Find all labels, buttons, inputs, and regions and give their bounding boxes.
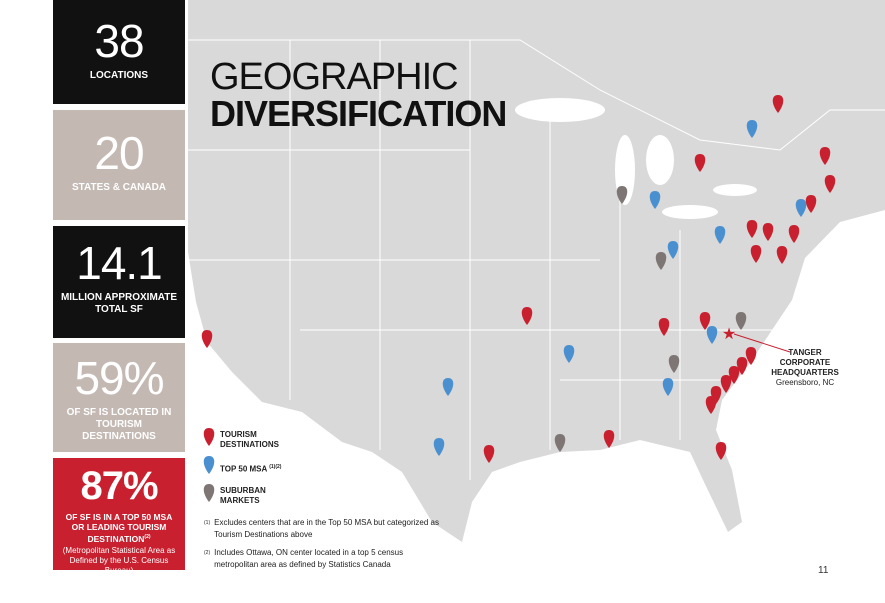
- footnote-text: Includes Ottawa, ON center located in a …: [214, 548, 404, 569]
- title-line: GEOGRAPHIC: [210, 56, 459, 98]
- callout: TANGER CORPORATE HEADQUARTERS Greensboro,…: [770, 348, 840, 387]
- stat-value: 87%: [80, 464, 158, 508]
- hq-star: ★: [722, 326, 736, 343]
- legend-label: SUBURBAN MARKETS: [220, 486, 266, 505]
- stat-value: 14.1: [76, 237, 163, 289]
- legend-sup: (1)(2): [269, 464, 282, 470]
- title-line: DIVERSIFICATION: [210, 93, 507, 134]
- stat-box: 38 LOCATIONS: [53, 0, 185, 104]
- stat-label: LOCATIONS: [59, 70, 179, 82]
- stat-box: 14.1 MILLION APPROXIMATE TOTAL SF: [53, 226, 185, 338]
- footnote: (1) Excludes centers that are in the Top …: [204, 517, 444, 541]
- footnote-mark: (1): [204, 520, 211, 526]
- legend-label: TOURISM DESTINATIONS: [220, 430, 279, 449]
- stat-box: 59% OF SF IS LOCATED IN TOURISM DESTINATI…: [53, 343, 185, 452]
- stat-label: MILLION APPROXIMATE TOTAL SF: [59, 292, 179, 316]
- stat-value: 20: [94, 127, 144, 179]
- footnote-mark: (2): [204, 550, 211, 556]
- stat-box: 87% OF SF IS IN A TOP 50 MSA OR LEADING T…: [53, 458, 185, 575]
- stat-label-text: OF SF IS LOCATED IN TOURISM DESTINATIONS: [66, 407, 172, 442]
- callout-line: [733, 333, 791, 353]
- footnote-text: Excludes centers that are in the Top 50 …: [214, 518, 439, 539]
- stat-label: OF SF IS IN A TOP 50 MSA OR LEADING TOUR…: [59, 512, 179, 544]
- title: GEOGRAPHIC DIVERSIFICATION: [210, 56, 507, 134]
- stat-value: 38: [94, 15, 144, 67]
- page-number: 11: [818, 565, 829, 576]
- legend-label: TOP 50 MSA: [220, 464, 267, 474]
- legend-item: TOURISM DESTINATIONS: [220, 430, 290, 450]
- stat-value: 59%: [74, 352, 164, 404]
- stat-label-text: STATES & CANADA: [71, 182, 167, 193]
- stat-label: STATES & CANADA: [59, 182, 179, 194]
- legend-item: SUBURBAN MARKETS: [220, 486, 290, 506]
- stat-note: (Metropolitan Statistical Area as Define…: [62, 545, 176, 575]
- stat-sup: (2): [144, 534, 151, 540]
- borders: [188, 39, 885, 480]
- footnote: (2) Includes Ottawa, ON center located in…: [204, 547, 444, 571]
- stat-box: 20 STATES & CANADA: [53, 110, 185, 220]
- legend-item: TOP 50 MSA (1)(2): [220, 462, 310, 475]
- callout-location: Greensboro, NC: [775, 378, 835, 387]
- legend-pins: [203, 428, 215, 502]
- stat-label: OF SF IS LOCATED IN TOURISM DESTINATIONS: [59, 407, 179, 443]
- stat-label-text: MILLION APPROXIMATE TOTAL SF: [60, 292, 178, 315]
- stat-label-text: LOCATIONS: [89, 70, 149, 81]
- stat-label-text: OF SF IS IN A TOP 50 MSA OR LEADING TOUR…: [65, 512, 173, 544]
- callout-title: TANGER CORPORATE HEADQUARTERS: [771, 348, 839, 377]
